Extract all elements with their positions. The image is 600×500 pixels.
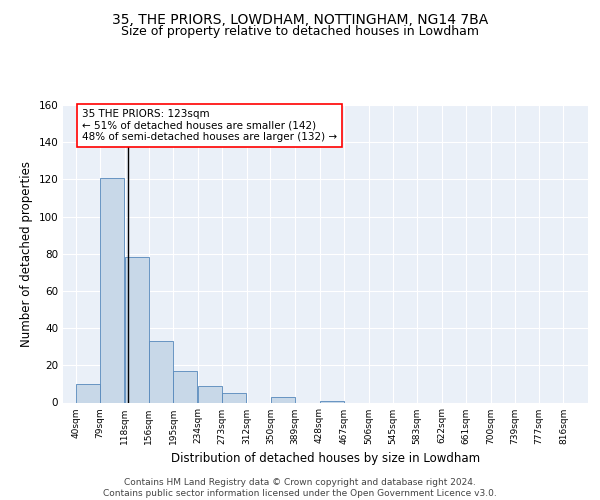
Text: Size of property relative to detached houses in Lowdham: Size of property relative to detached ho… xyxy=(121,25,479,38)
Bar xyxy=(271,397,295,402)
Text: Contains HM Land Registry data © Crown copyright and database right 2024.
Contai: Contains HM Land Registry data © Crown c… xyxy=(103,478,497,498)
Bar xyxy=(125,258,149,402)
Bar xyxy=(223,393,247,402)
X-axis label: Distribution of detached houses by size in Lowdham: Distribution of detached houses by size … xyxy=(171,452,480,465)
Bar xyxy=(149,341,173,402)
Text: 35, THE PRIORS, LOWDHAM, NOTTINGHAM, NG14 7BA: 35, THE PRIORS, LOWDHAM, NOTTINGHAM, NG1… xyxy=(112,12,488,26)
Bar xyxy=(100,178,124,402)
Text: 35 THE PRIORS: 123sqm
← 51% of detached houses are smaller (142)
48% of semi-det: 35 THE PRIORS: 123sqm ← 51% of detached … xyxy=(82,108,337,142)
Bar xyxy=(76,384,100,402)
Bar xyxy=(173,371,197,402)
Bar xyxy=(320,400,344,402)
Y-axis label: Number of detached properties: Number of detached properties xyxy=(20,161,33,347)
Bar xyxy=(198,386,222,402)
